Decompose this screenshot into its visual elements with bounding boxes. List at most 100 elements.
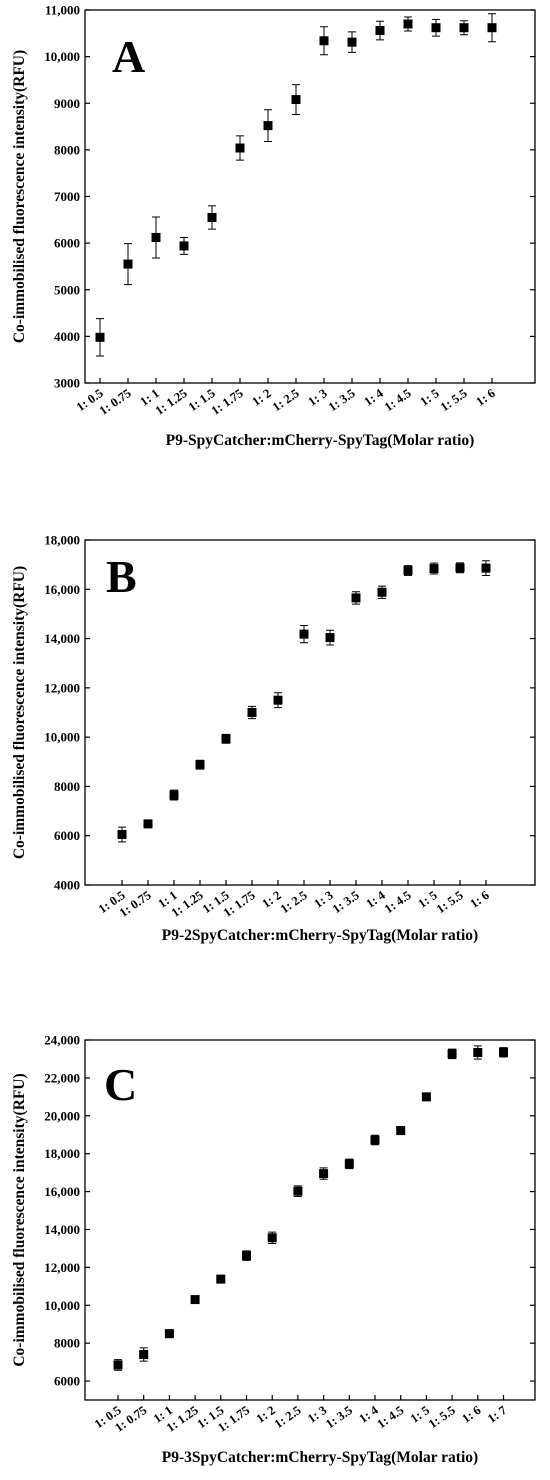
x-tick-label: 1: 6	[467, 888, 491, 911]
y-tick-label: 12,000	[44, 1260, 80, 1275]
marker	[459, 23, 469, 33]
data-point	[499, 1047, 508, 1058]
y-tick-label: 18,000	[44, 1146, 80, 1161]
panel-label: B	[106, 551, 137, 602]
data-point	[113, 1359, 123, 1371]
x-tick-label: 1: 4.5	[382, 888, 414, 916]
marker	[117, 829, 127, 839]
data-point	[164, 1329, 174, 1339]
marker	[216, 1274, 226, 1284]
y-tick-label: 8000	[54, 779, 80, 794]
marker	[190, 1295, 200, 1305]
x-tick-label: 1: 5.5	[438, 386, 470, 414]
chart-panel-b: 4000 6000 8000 10,000 12,000 14,000 16,000 18,0…	[0, 480, 550, 960]
plot-frame	[84, 539, 536, 886]
panel-label: A	[112, 31, 145, 82]
marker	[169, 790, 179, 800]
y-tick-label: 16,000	[44, 582, 80, 597]
data-point	[273, 692, 283, 709]
y-tick-label: 20,000	[44, 1108, 80, 1123]
x-tick-label: 1: 2.5	[270, 386, 302, 414]
data-point	[455, 562, 465, 574]
x-tick-label: 1: 1.75	[209, 386, 246, 418]
chart-svg: 3000 4000 5000 6000 7000 8000 9000 10,000 11,000…	[11, 3, 536, 449]
data-point	[370, 1134, 380, 1146]
data-point	[190, 1295, 200, 1305]
marker	[499, 1047, 508, 1057]
marker	[291, 95, 301, 105]
data-point	[319, 1167, 329, 1180]
plot-frame	[84, 9, 536, 384]
y-tick-label: 3000	[54, 376, 80, 391]
marker	[247, 708, 257, 717]
y-tick-label: 6000	[54, 236, 80, 251]
data-point	[216, 1274, 226, 1284]
data-point	[347, 31, 357, 53]
y-tick-label: 22,000	[44, 1070, 80, 1085]
marker	[207, 212, 217, 222]
data-point	[95, 318, 105, 357]
marker	[235, 143, 245, 153]
marker	[370, 1135, 380, 1145]
marker	[319, 36, 329, 46]
chart-svg: 6000 8000 10,000 12,000 14,000 16,000 18,000 20…	[11, 1033, 536, 1466]
x-axis-title: P9-SpyCatcher:mCherry-SpyTag(Molar ratio…	[166, 432, 475, 449]
data-point	[319, 26, 329, 56]
data-point	[377, 585, 387, 599]
data-point	[447, 1048, 457, 1060]
data-point	[344, 1158, 354, 1170]
chart-panel-a: 3000 4000 5000 6000 7000 8000 9000 10,000 11,000…	[0, 0, 550, 470]
data-point	[143, 819, 153, 829]
y-tick-label: 10,000	[44, 730, 80, 745]
marker	[344, 1159, 354, 1169]
y-tick-label: 5000	[54, 282, 80, 297]
y-tick-label: 11,000	[45, 3, 80, 18]
x-tick-label: 1: 7	[485, 1403, 509, 1426]
x-tick-label: 1: 5.5	[426, 1403, 458, 1431]
data-point	[139, 1347, 149, 1362]
marker	[221, 734, 231, 744]
marker	[473, 1048, 483, 1058]
marker	[403, 19, 413, 29]
data-point	[267, 1231, 277, 1244]
y-tick-label: 6000	[54, 1374, 80, 1389]
y-tick-label: 24,000	[44, 1033, 80, 1048]
data-point	[396, 1126, 406, 1136]
data-point	[473, 1045, 483, 1060]
marker	[164, 1329, 174, 1339]
y-tick-label: 4000	[54, 329, 80, 344]
y-tick-label: 14,000	[44, 631, 80, 646]
data-point	[299, 625, 309, 644]
data-point	[481, 560, 491, 576]
marker	[421, 1092, 431, 1102]
y-axis-title: Co-immobilised fluorescence intensity(RF…	[11, 1073, 28, 1366]
data-point	[291, 84, 301, 115]
marker	[403, 566, 413, 576]
marker	[455, 563, 465, 573]
y-tick-label: 16,000	[44, 1184, 80, 1199]
marker	[143, 819, 153, 829]
marker	[139, 1350, 149, 1360]
y-tick-label: 12,000	[44, 680, 80, 695]
marker	[325, 633, 335, 643]
data-point	[263, 109, 273, 142]
plot-frame	[84, 1039, 536, 1401]
marker	[481, 563, 491, 573]
data-point	[431, 18, 441, 37]
panel-label: C	[104, 1059, 137, 1110]
marker	[351, 593, 361, 603]
marker	[429, 564, 439, 574]
marker	[377, 587, 387, 597]
data-point	[421, 1092, 431, 1102]
data-point	[207, 205, 217, 230]
y-axis-title: Co-immobilised fluorescence intensity(RF…	[11, 50, 28, 343]
y-axis-title: Co-immobilised fluorescence intensity(RF…	[11, 566, 28, 859]
data-point	[429, 562, 439, 575]
y-tick-label: 14,000	[44, 1222, 80, 1237]
data-point	[179, 237, 189, 255]
y-tick-label: 18,000	[44, 533, 80, 548]
x-tick-label: 1: 5.5	[434, 888, 466, 916]
data-point	[325, 629, 335, 646]
x-tick-label: 1: 6	[459, 1403, 483, 1426]
marker	[431, 23, 441, 33]
